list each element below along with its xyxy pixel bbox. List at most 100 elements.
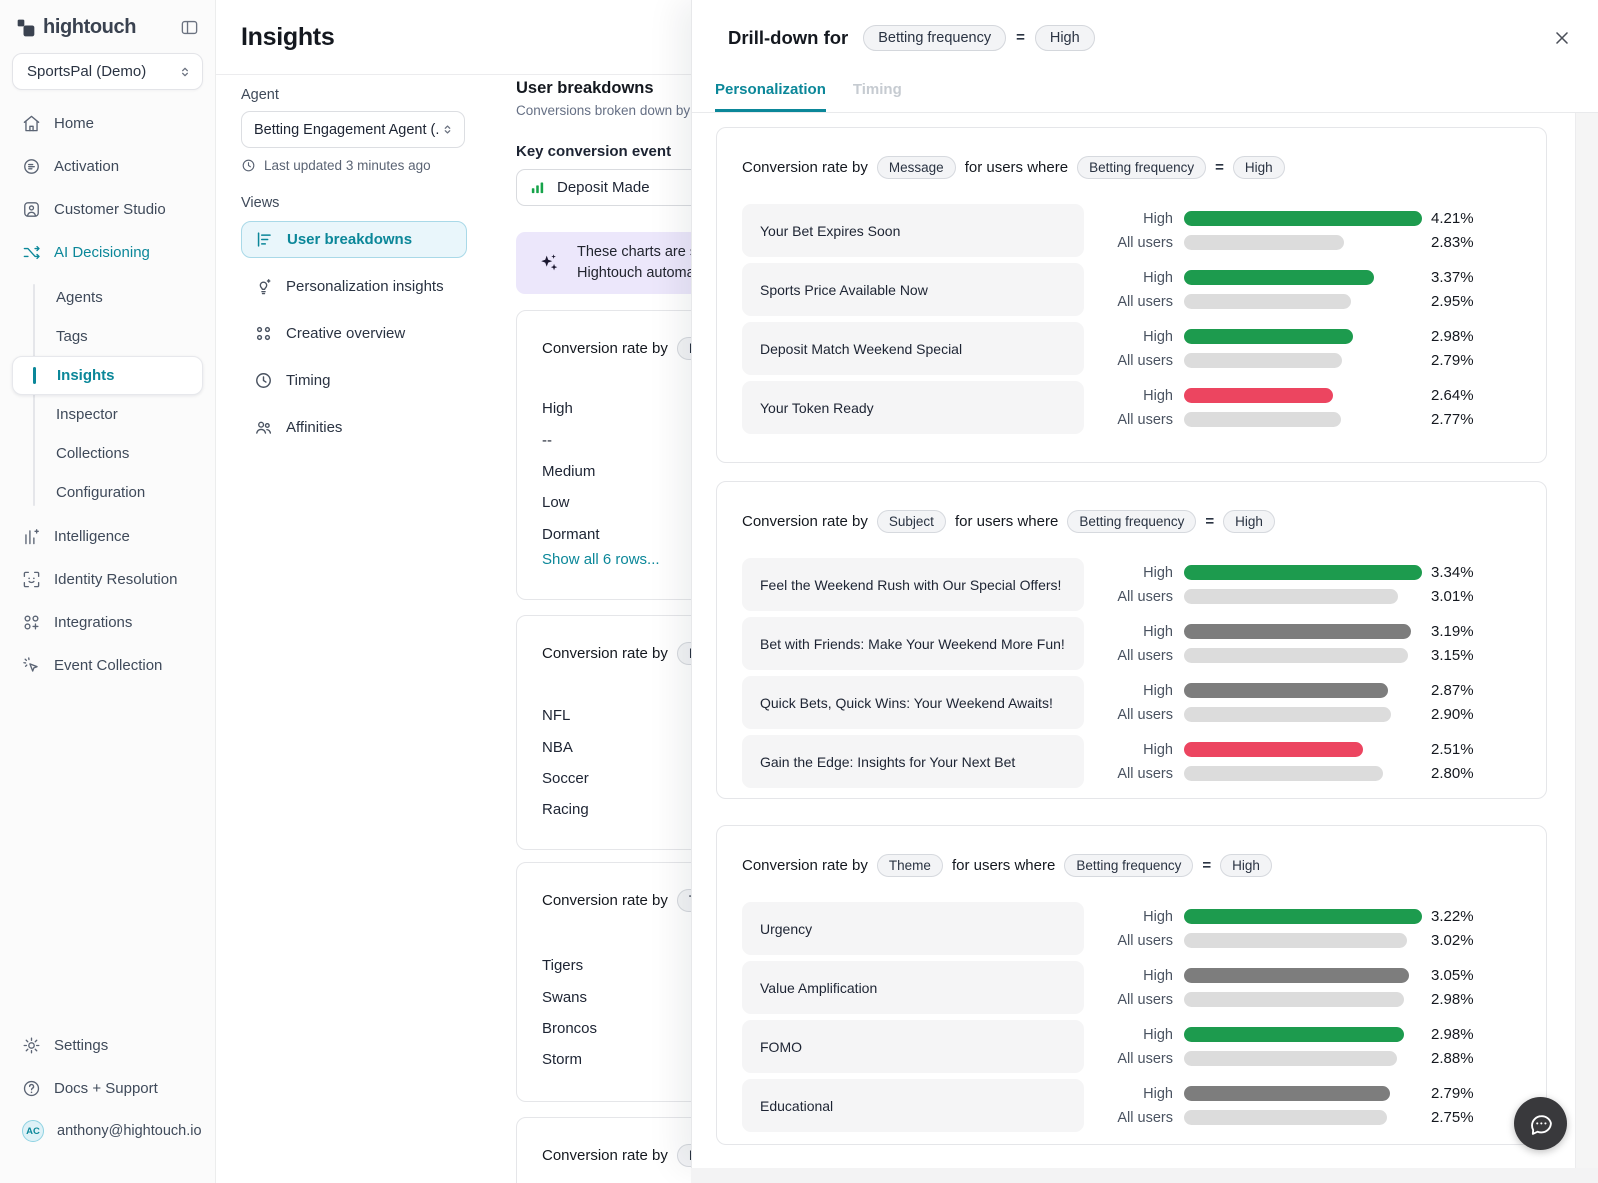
- tab-timing[interactable]: Timing: [853, 75, 902, 112]
- card-header-text: Conversion rate by: [742, 159, 868, 176]
- sidebar-item-home[interactable]: Home: [12, 104, 203, 142]
- sidebar-item-integrations[interactable]: Integrations: [12, 603, 203, 641]
- view-item-creative-overview[interactable]: Creative overview: [241, 315, 467, 352]
- dimension-pill[interactable]: Theme: [877, 854, 943, 877]
- series-label: All users: [1084, 294, 1184, 310]
- sidebar-item-inspector[interactable]: Inspector: [12, 395, 203, 434]
- series-label: All users: [1084, 412, 1184, 428]
- sidebar-item-event-collection[interactable]: Event Collection: [12, 646, 203, 684]
- chevron-updown-icon: [177, 64, 193, 80]
- all-users-bar: [1184, 412, 1341, 427]
- sidebar-item-intelligence[interactable]: Intelligence: [12, 517, 203, 555]
- filter-pill[interactable]: Betting frequency: [1064, 854, 1193, 877]
- page-title: Insights: [241, 23, 334, 52]
- show-all-rows-link[interactable]: Show all 6 rows...: [542, 551, 660, 568]
- nav-label: Integrations: [54, 614, 132, 631]
- chart-row: Educational High2.79% All users2.75%: [742, 1079, 1522, 1132]
- bar-value: 3.34%: [1431, 564, 1474, 581]
- bar-value: 2.87%: [1431, 682, 1474, 699]
- nav-label: Customer Studio: [54, 201, 166, 218]
- sparkles-icon: [538, 252, 560, 274]
- chart-row: Your Bet Expires Soon High4.21% All user…: [742, 204, 1522, 257]
- bar-value: 2.98%: [1431, 328, 1474, 345]
- value-pill[interactable]: High: [1220, 854, 1272, 877]
- ai-decisioning-subnav: Agents Tags Insights Inspector Collectio…: [12, 276, 203, 514]
- value-pill[interactable]: High: [1035, 25, 1095, 51]
- view-item-user-breakdowns[interactable]: User breakdowns: [241, 221, 467, 258]
- view-item-timing[interactable]: Timing: [241, 362, 467, 399]
- collapse-sidebar-icon[interactable]: [180, 18, 199, 37]
- series-label: All users: [1084, 1110, 1184, 1126]
- series-label: High: [1084, 683, 1184, 699]
- all-users-bar: [1184, 589, 1398, 604]
- series-label: All users: [1084, 992, 1184, 1008]
- row-label: Feel the Weekend Rush with Our Special O…: [742, 558, 1084, 611]
- all-users-bar: [1184, 992, 1404, 1007]
- chart-row: Value Amplification High3.05% All users2…: [742, 961, 1522, 1014]
- series-label: All users: [1084, 353, 1184, 369]
- sidebar-item-activation[interactable]: Activation: [12, 147, 203, 185]
- banner-line-1: These charts are so: [577, 242, 705, 263]
- sidebar-item-settings[interactable]: Settings: [12, 1026, 203, 1064]
- horizontal-scrollbar[interactable]: [691, 1168, 1598, 1183]
- lightbulb-icon: [254, 277, 273, 296]
- drawer-scrollbar[interactable]: [1575, 113, 1598, 1183]
- view-item-personalization-insights[interactable]: Personalization insights: [241, 268, 467, 305]
- agent-select[interactable]: Betting Engagement Agent (...: [241, 111, 465, 148]
- bar-value: 2.88%: [1431, 1050, 1474, 1067]
- filter-pill[interactable]: Betting frequency: [1067, 510, 1196, 533]
- close-icon[interactable]: [1552, 28, 1572, 48]
- chart-row: Quick Bets, Quick Wins: Your Weekend Awa…: [742, 676, 1522, 729]
- all-users-bar: [1184, 353, 1342, 368]
- nav-label: Event Collection: [54, 657, 162, 674]
- sidebar-item-tags[interactable]: Tags: [12, 317, 203, 356]
- sidebar-item-account[interactable]: AC anthony@hightouch.io: [12, 1112, 203, 1150]
- brand-name: hightouch: [43, 16, 136, 39]
- bar-value: 2.79%: [1431, 1085, 1474, 1102]
- bar-value: 3.37%: [1431, 269, 1474, 286]
- filter-pill[interactable]: Betting frequency: [863, 25, 1006, 51]
- sidebar-item-identity-resolution[interactable]: Identity Resolution: [12, 560, 203, 598]
- sidebar-item-ai-decisioning[interactable]: AI Decisioning: [12, 233, 203, 271]
- row-label: Deposit Match Weekend Special: [742, 322, 1084, 375]
- sidebar-item-agents[interactable]: Agents: [12, 278, 203, 317]
- bar-chart-icon: [529, 179, 546, 196]
- row-label: FOMO: [742, 1020, 1084, 1073]
- value-pill[interactable]: High: [1223, 510, 1275, 533]
- chart-row: Deposit Match Weekend Special High2.98% …: [742, 322, 1522, 375]
- subnav-label: Collections: [56, 445, 129, 462]
- chat-support-button[interactable]: [1514, 1097, 1567, 1150]
- agent-select-value: Betting Engagement Agent (...: [254, 122, 440, 138]
- bar-value: 2.98%: [1431, 1026, 1474, 1043]
- user-avatar: AC: [22, 1120, 44, 1142]
- tab-personalization[interactable]: Personalization: [715, 75, 826, 112]
- sidebar-item-configuration[interactable]: Configuration: [12, 473, 203, 512]
- dimension-pill[interactable]: Message: [877, 156, 956, 179]
- high-bar: [1184, 329, 1353, 344]
- chat-bubble-icon: [1527, 1110, 1555, 1138]
- dimension-pill[interactable]: Subject: [877, 510, 946, 533]
- nav-label: Settings: [54, 1037, 108, 1054]
- drawer-body: Conversion rate by Message for users whe…: [692, 113, 1598, 1168]
- value-pill[interactable]: High: [1233, 156, 1285, 179]
- drilldown-card-header: Conversion rate by Theme for users where…: [742, 854, 1522, 877]
- all-users-bar: [1184, 1051, 1397, 1066]
- sidebar-item-collections[interactable]: Collections: [12, 434, 203, 473]
- customer-studio-icon: [22, 200, 41, 219]
- insights-controls-panel: Agent Betting Engagement Agent (... Last…: [216, 75, 490, 1183]
- bar-value: 2.95%: [1431, 293, 1474, 310]
- series-label: All users: [1084, 707, 1184, 723]
- workspace-selector[interactable]: SportsPal (Demo): [12, 53, 203, 90]
- event-collection-icon: [22, 656, 41, 675]
- filter-pill[interactable]: Betting frequency: [1077, 156, 1206, 179]
- row-label: Quick Bets, Quick Wins: Your Weekend Awa…: [742, 676, 1084, 729]
- bar-value: 3.01%: [1431, 588, 1474, 605]
- series-label: All users: [1084, 933, 1184, 949]
- high-bar: [1184, 565, 1422, 580]
- view-item-affinities[interactable]: Affinities: [241, 409, 467, 446]
- sidebar-item-insights[interactable]: Insights: [12, 356, 203, 395]
- sidebar-item-customer-studio[interactable]: Customer Studio: [12, 190, 203, 228]
- drilldown-card-subject: Conversion rate by Subject for users whe…: [716, 481, 1547, 799]
- sidebar-item-docs-support[interactable]: Docs + Support: [12, 1069, 203, 1107]
- row-label: Sports Price Available Now: [742, 263, 1084, 316]
